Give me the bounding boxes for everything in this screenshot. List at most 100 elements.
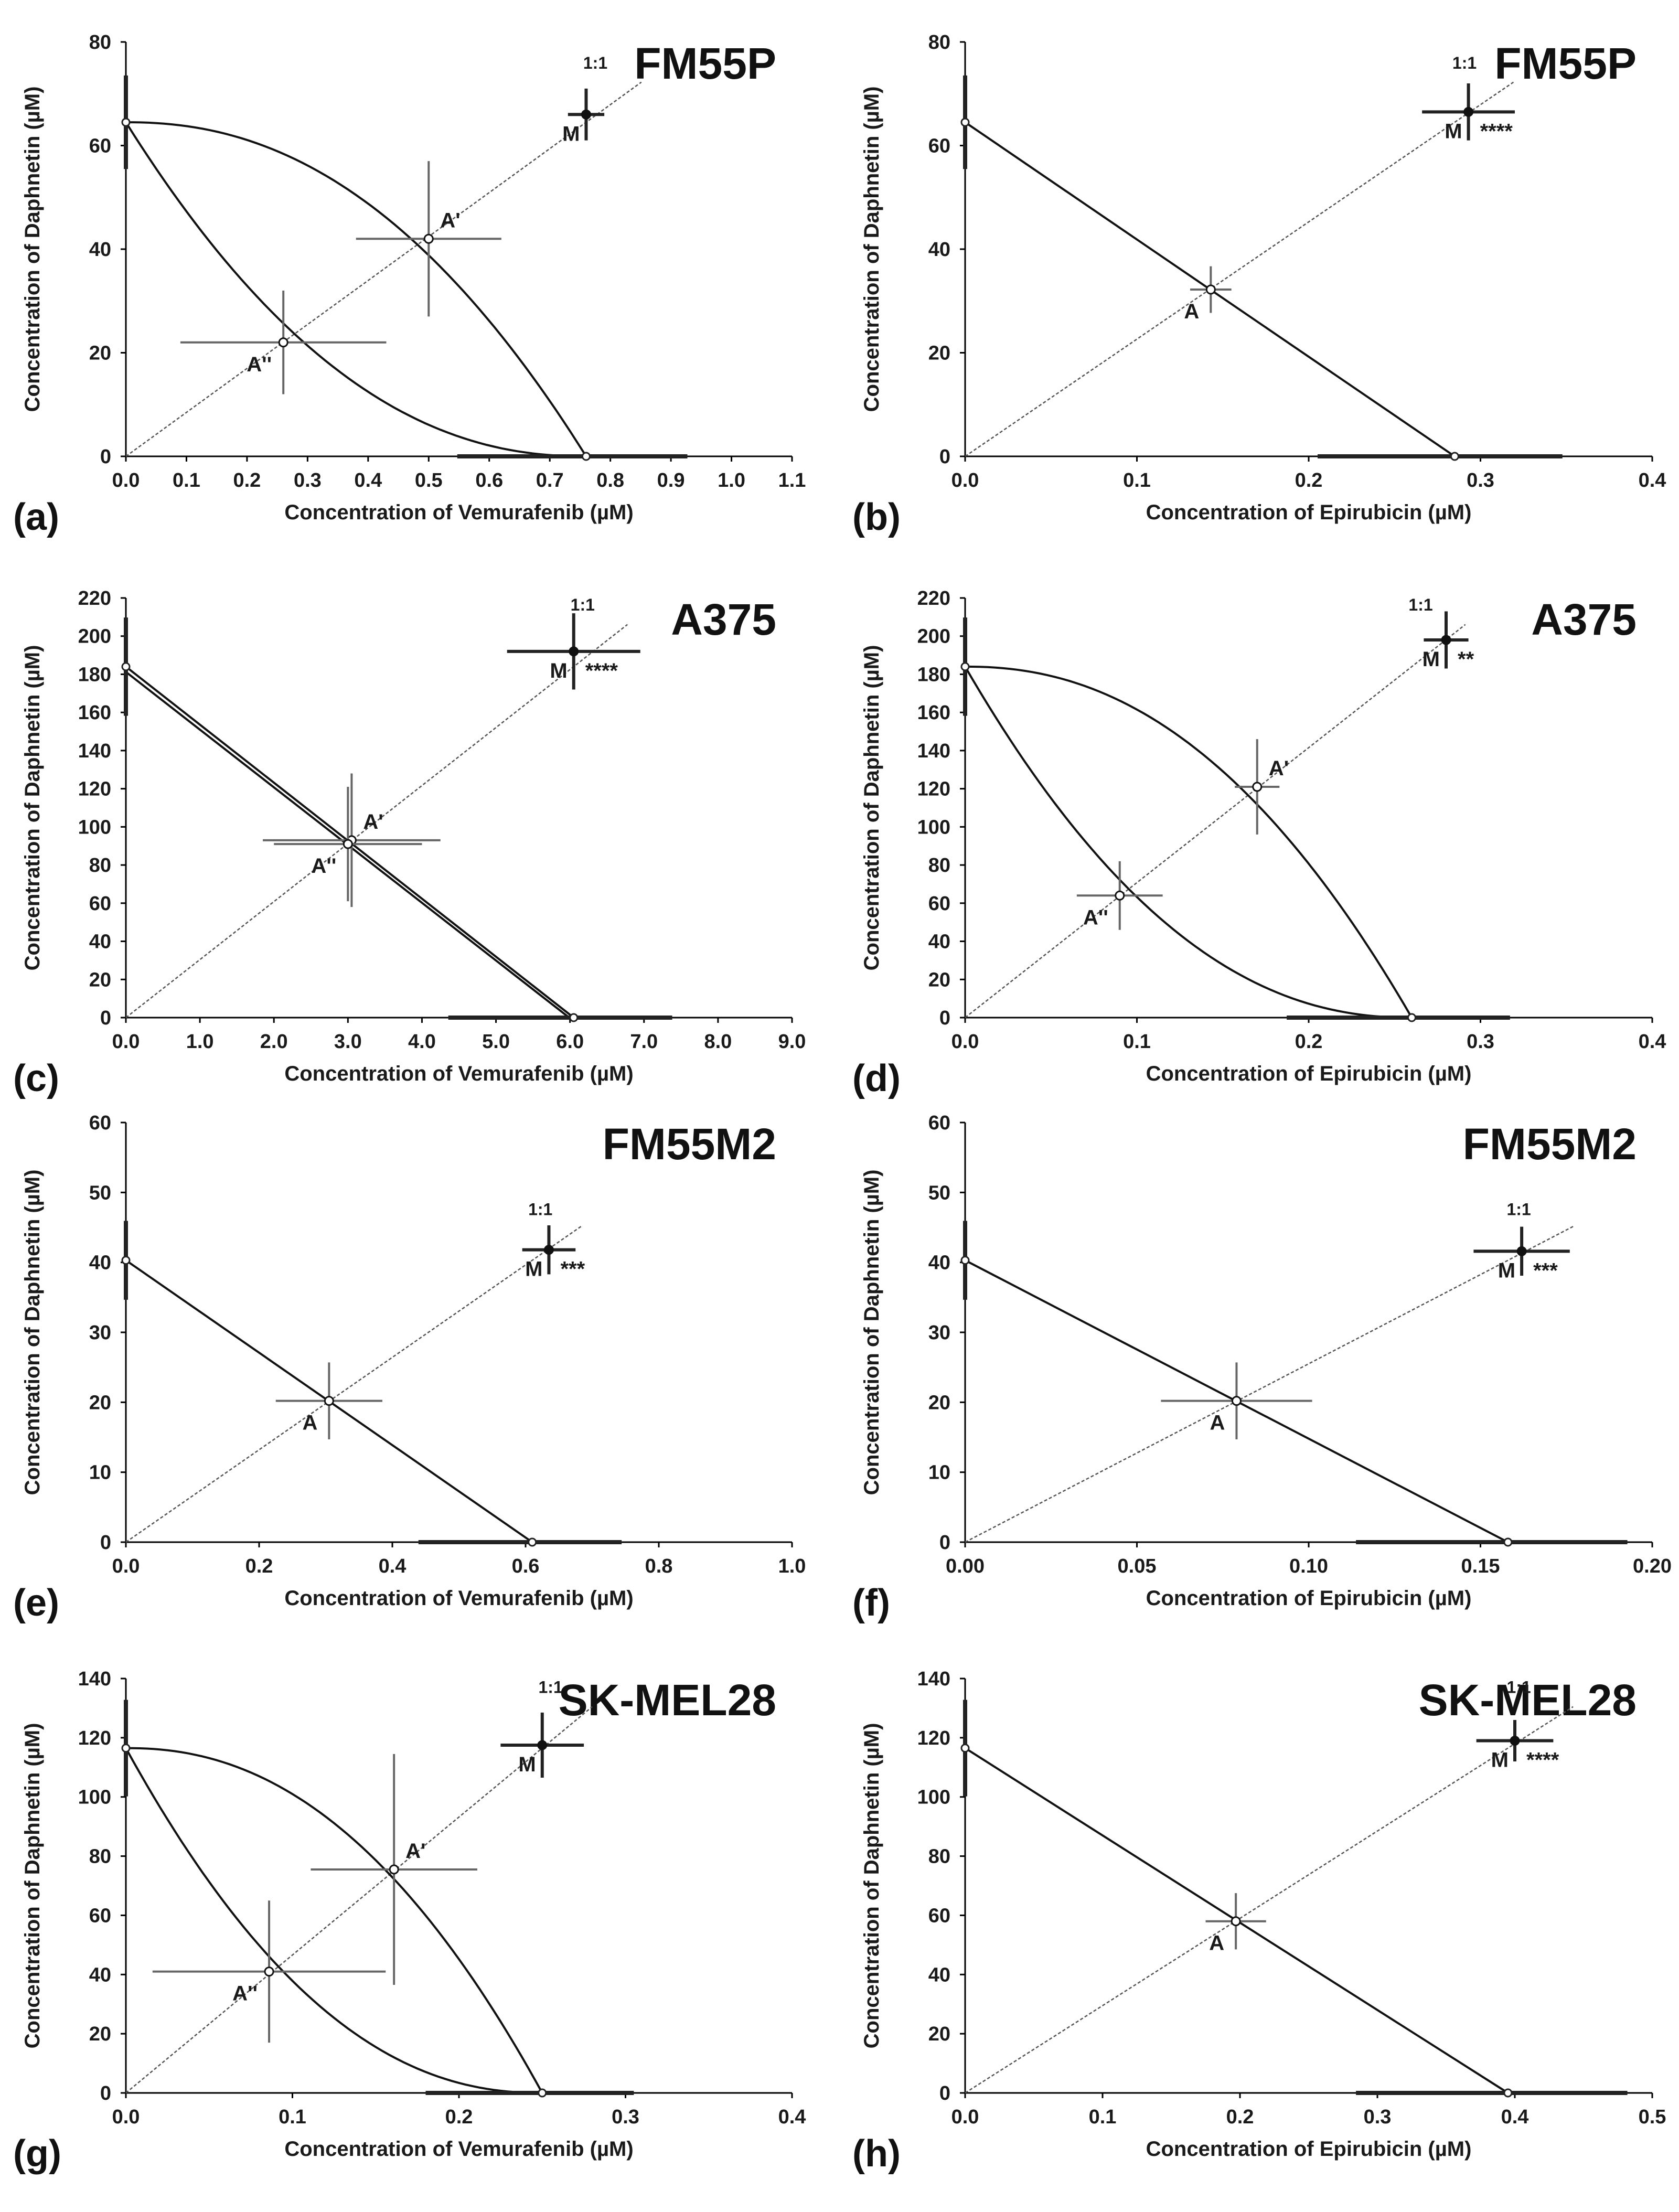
x-tick-label: 0.1 — [1123, 1031, 1151, 1053]
drug-b-ic50-point — [121, 1256, 131, 1265]
x-tick-label: 0.5 — [415, 469, 443, 491]
cell-line-title: FM55P — [634, 39, 776, 88]
y-tick-label: 140 — [917, 1668, 950, 1690]
y-tick-label: 50 — [89, 1182, 111, 1204]
y-tick-label: 40 — [89, 1964, 111, 1986]
y-tick-label: 140 — [78, 1668, 111, 1690]
y-tick-label: 60 — [928, 1905, 950, 1927]
chart-panel-b: 0.0 0.1 0.2 0.3 0.4 0 20 40 60 80 Concentration of… — [852, 31, 1666, 538]
x-tick-label: 0.0 — [112, 1555, 140, 1577]
data-point — [1463, 106, 1474, 117]
significance-marker: **** — [585, 659, 618, 682]
y-tick-label: 180 — [917, 664, 950, 686]
point-label: A'' — [311, 854, 336, 878]
x-tick-label: 0.8 — [596, 469, 624, 491]
panel-label: (f) — [852, 1582, 890, 1624]
x-tick-label: 0.2 — [233, 469, 261, 491]
x-tick-label: 0.4 — [354, 469, 382, 491]
cell-line-title: FM55P — [1494, 39, 1637, 88]
data-point — [278, 337, 288, 348]
y-tick-label: 0 — [939, 1532, 950, 1554]
y-tick-label: 80 — [89, 854, 111, 877]
x-tick-label: 4.0 — [408, 1031, 436, 1053]
x-axis-label: Concentration of Epirubicin (µM) — [1146, 1062, 1472, 1085]
x-tick-label: 0.2 — [445, 2106, 473, 2128]
y-tick-label: 60 — [928, 893, 950, 915]
point-label: A' — [1269, 757, 1289, 780]
drug-b-ic50-point — [121, 662, 131, 671]
data-point — [569, 646, 579, 657]
panel-label: (b) — [852, 496, 901, 538]
ratio-line — [125, 81, 642, 457]
y-tick-label: 20 — [928, 2023, 950, 2045]
point-label: M — [518, 1753, 536, 1776]
significance-marker: *** — [560, 1258, 585, 1281]
y-tick-label: 180 — [78, 664, 111, 686]
upper-additivity-curve — [126, 121, 587, 457]
panel-label: (g) — [13, 2133, 61, 2175]
y-tick-label: 20 — [928, 1392, 950, 1414]
y-tick-label: 220 — [78, 587, 111, 610]
x-tick-label: 0.2 — [1295, 1031, 1323, 1053]
data-point — [543, 1245, 554, 1255]
y-tick-label: 0 — [939, 2082, 950, 2104]
x-tick-label: 0.10 — [1289, 1555, 1328, 1577]
y-tick-label: 80 — [928, 31, 950, 54]
y-axis-label: Concentration of Daphnetin (µM) — [860, 87, 883, 412]
ratio-label: 1:1 — [539, 1677, 563, 1696]
x-tick-label: 0.3 — [294, 469, 322, 491]
panel-label: (e) — [13, 1582, 59, 1624]
chart-panel-g: 0.0 0.1 0.2 0.3 0.4 0 20 40 60 80 100 120 140 Concent… — [13, 1668, 806, 2175]
y-tick-label: 100 — [78, 1787, 111, 1809]
y-tick-label: 100 — [917, 816, 950, 838]
significance-marker: **** — [1526, 1749, 1559, 1772]
drug-a-ic50-point — [528, 1537, 537, 1547]
ratio-line — [125, 1226, 582, 1543]
point-label: M — [1491, 1749, 1509, 1772]
y-tick-label: 0 — [100, 1532, 111, 1554]
y-tick-label: 10 — [89, 1462, 111, 1484]
point-label: A'' — [247, 353, 272, 376]
point-label: A — [1210, 1412, 1225, 1435]
x-tick-label: 0.00 — [946, 1555, 985, 1577]
x-tick-label: 0.05 — [1118, 1555, 1157, 1577]
x-tick-label: 0.1 — [173, 469, 200, 491]
y-tick-label: 0 — [939, 1007, 950, 1029]
y-tick-label: 140 — [78, 740, 111, 762]
significance-marker: ** — [1458, 648, 1474, 671]
x-tick-label: 0.0 — [951, 1031, 979, 1053]
drug-b-ic50-point — [960, 1256, 970, 1265]
y-tick-label: 40 — [928, 931, 950, 953]
x-tick-label: 0.2 — [1226, 2106, 1254, 2128]
chart-panel-d: 0.0 0.1 0.2 0.3 0.4 0 20 40 60 80 100 120 140 160 180 2… — [852, 587, 1666, 1099]
lower-additivity-curve — [125, 1747, 542, 2094]
point-label: M — [1498, 1259, 1515, 1282]
x-tick-label: 0.3 — [1364, 2106, 1392, 2128]
data-point — [324, 1396, 334, 1406]
y-tick-label: 40 — [928, 239, 950, 261]
data-point — [537, 1740, 548, 1750]
y-tick-label: 60 — [89, 135, 111, 157]
x-tick-label: 0.4 — [1639, 469, 1666, 491]
drug-b-ic50-point — [960, 662, 970, 671]
drug-a-ic50-point — [538, 2088, 547, 2098]
x-axis-label: Concentration of Epirubicin (µM) — [1146, 501, 1472, 524]
data-point — [1252, 782, 1263, 792]
y-tick-label: 10 — [928, 1462, 950, 1484]
x-tick-label: 0.0 — [112, 2106, 140, 2128]
point-label: M — [1423, 648, 1440, 671]
x-tick-label: 0.0 — [951, 469, 979, 491]
y-tick-label: 80 — [89, 31, 111, 54]
drug-a-ic50-point — [581, 452, 591, 461]
x-tick-label: 3.0 — [334, 1031, 362, 1053]
point-label: A'' — [1083, 906, 1108, 929]
y-tick-label: 0 — [100, 1007, 111, 1029]
data-point — [581, 109, 591, 120]
ratio-label: 1:1 — [1506, 1677, 1531, 1696]
ratio-label: 1:1 — [528, 1200, 552, 1219]
x-tick-label: 0.0 — [951, 2106, 979, 2128]
y-tick-label: 100 — [917, 1787, 950, 1809]
panel-label: (h) — [852, 2133, 901, 2175]
y-tick-label: 80 — [928, 1846, 950, 1868]
